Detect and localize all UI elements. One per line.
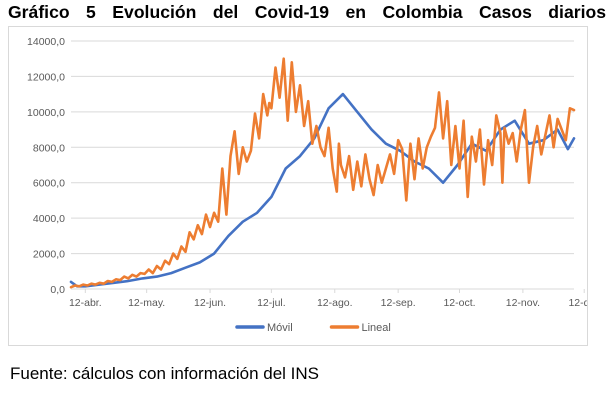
chart-title: Gráfico 5 Evolución del Covid-19 en Colo…: [8, 2, 606, 22]
legend-label-movil: Móvil: [267, 322, 293, 334]
x-tick-label: 12-ago.: [317, 297, 353, 309]
series-line-lineal: [69, 57, 576, 289]
y-tick-label: 12000,0: [27, 71, 65, 83]
grid-lines: [71, 40, 585, 293]
y-tick-label: 0,0: [50, 284, 65, 296]
chart-frame: 0,0 2000,0 4000,0 6000,0 8000,0 10000,0 12000,…: [8, 26, 588, 346]
y-tick-label: 8000,0: [33, 142, 65, 154]
x-tick-label: 12-abr.: [69, 297, 102, 309]
line-chart: 0,0 2000,0 4000,0 6000,0 8000,0 10000,0 12000,…: [27, 36, 587, 334]
series-line-movil: [69, 92, 576, 288]
x-tick-label: 12-sep.: [381, 297, 416, 309]
y-tick-label: 14000,0: [27, 36, 65, 48]
legend-label-lineal: Lineal: [362, 322, 391, 334]
x-tick-label: 12-jul.: [257, 297, 286, 309]
series-lines: [69, 57, 576, 289]
legend: Móvil Lineal: [235, 322, 391, 334]
x-tick-label: 12-nov.: [506, 297, 540, 309]
source-note: Fuente: cálculos con información del INS: [10, 364, 319, 383]
y-tick-label: 10000,0: [27, 107, 65, 119]
y-tick-label: 4000,0: [33, 213, 65, 225]
x-axis-labels: 12-abr. 12-may. 12-jun. 12-jul. 12-ago. 12-se…: [69, 297, 587, 309]
x-tick-label: 12-oct.: [443, 297, 475, 309]
x-tick-label: 12-dic.: [568, 297, 587, 309]
x-tick-label: 12-jun.: [194, 297, 226, 309]
x-tick-label: 12-may.: [128, 297, 165, 309]
y-axis-labels: 0,0 2000,0 4000,0 6000,0 8000,0 10000,0 12000,…: [27, 36, 65, 296]
y-tick-label: 6000,0: [33, 178, 65, 190]
y-tick-label: 2000,0: [33, 249, 65, 261]
